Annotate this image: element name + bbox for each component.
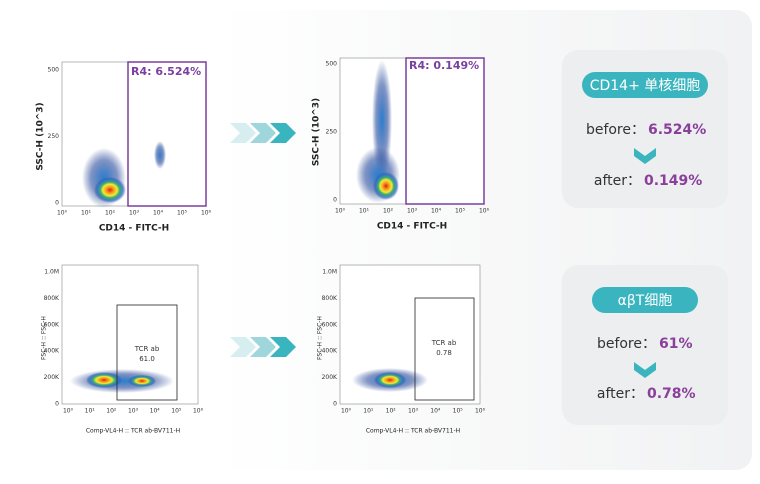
x-tick-label: 10⁰ <box>341 408 352 415</box>
y-tick-label: 200K <box>44 374 60 381</box>
gate-label: TCR ab <box>431 339 457 347</box>
y-axis-label: FSC-H :: FSC-H <box>41 316 48 360</box>
x-tick-label: 10¹ <box>359 208 370 215</box>
x-tick-label: 10⁵ <box>171 408 182 415</box>
x-tick-label: 10⁶ <box>479 208 490 215</box>
x-tick-label: 10¹ <box>363 408 374 415</box>
x-tick-label: 10³ <box>407 208 418 215</box>
summary-card: αβT细胞 before： 61% after： 0.78% <box>562 265 728 425</box>
x-tick-label: 10⁵ <box>453 408 464 415</box>
summary-card: CD14+ 单核细胞 before： 6.524% after： 0.149% <box>562 50 728 208</box>
y-axis-label: FSC-H :: FSC-H <box>317 316 324 360</box>
x-tick-label: 10⁶ <box>193 408 204 415</box>
x-tick-label: 10⁰ <box>335 208 346 215</box>
x-axis-label: Comp-VL4-H :: TCR ab-BV711-H <box>86 428 180 435</box>
x-axis-label: CD14 - FITC-H <box>99 224 169 234</box>
y-tick-label: 400K <box>44 348 60 355</box>
before-value: 61% <box>659 336 693 352</box>
after-value: 0.149% <box>644 173 702 189</box>
x-tick-label: 10³ <box>408 408 419 415</box>
y-tick-label: 600K <box>322 321 338 328</box>
y-tick-label: 400K <box>322 348 338 355</box>
card-title: CD14+ 单核细胞 <box>590 78 701 94</box>
x-tick-label: 10⁵ <box>177 210 188 217</box>
x-tick-label: 10² <box>105 210 116 217</box>
gate-label: R4: 6.524% <box>131 65 201 78</box>
x-tick-label: 10⁴ <box>153 210 164 217</box>
x-tick-label: 10⁴ <box>430 408 441 415</box>
arrow <box>230 337 296 357</box>
y-tick-label: 0 <box>333 197 337 204</box>
gate-label: TCR ab <box>134 345 160 353</box>
y-tick-label: 250 <box>48 133 60 140</box>
y-tick-label: 250 <box>326 129 338 136</box>
card-title: αβT细胞 <box>618 293 673 309</box>
y-tick-label: 500 <box>326 61 338 68</box>
y-tick-label: 800K <box>322 295 338 302</box>
arrow <box>230 123 296 143</box>
y-axis-label: SSC-H (10^3) <box>36 102 46 170</box>
x-axis-label: Comp-VL4-H :: TCR ab-BV711-H <box>366 428 460 435</box>
x-tick-label: 10⁰ <box>63 408 74 415</box>
y-tick-label: 0 <box>55 200 59 207</box>
y-tick-label: 0 <box>55 401 59 408</box>
x-tick-label: 10³ <box>129 210 140 217</box>
gate-value: 61.0 <box>139 355 155 363</box>
after-label: after： <box>594 173 641 189</box>
x-tick-label: 10⁶ <box>475 408 486 415</box>
x-tick-label: 10¹ <box>81 210 92 217</box>
gate-value: 0.78 <box>436 349 452 357</box>
x-tick-label: 10³ <box>128 408 139 415</box>
gate-label: R4: 0.149% <box>409 59 479 72</box>
plot-1 <box>61 61 207 208</box>
y-tick-label: 600K <box>44 321 60 328</box>
plot-3 <box>61 264 199 405</box>
y-tick-label: 800K <box>44 295 60 302</box>
before-value: 6.524% <box>648 122 706 138</box>
y-tick-label: 200K <box>322 374 338 381</box>
x-axis-label: CD14 - FITC-H <box>377 222 447 232</box>
after-label: after： <box>597 386 644 402</box>
y-tick-label: 1.0M <box>322 269 337 276</box>
x-tick-label: 10⁵ <box>455 208 466 215</box>
x-tick-label: 10⁰ <box>57 210 68 217</box>
y-tick-label: 0 <box>333 401 337 408</box>
before-label: before： <box>597 336 656 352</box>
y-tick-label: 1.0M <box>44 269 59 276</box>
before-label: before： <box>586 122 645 138</box>
x-tick-label: 10² <box>106 408 117 415</box>
y-tick-label: 500 <box>48 67 60 74</box>
after-value: 0.78% <box>647 386 696 402</box>
plot-4 <box>339 264 481 405</box>
x-tick-label: 10² <box>383 208 394 215</box>
x-tick-label: 10¹ <box>85 408 96 415</box>
plot-2 <box>339 57 485 205</box>
x-tick-label: 10⁴ <box>431 208 442 215</box>
x-tick-label: 10² <box>386 408 397 415</box>
y-axis-label: SSC-H (10^3) <box>312 98 322 166</box>
x-tick-label: 10⁴ <box>150 408 161 415</box>
x-tick-label: 10⁶ <box>201 210 212 217</box>
